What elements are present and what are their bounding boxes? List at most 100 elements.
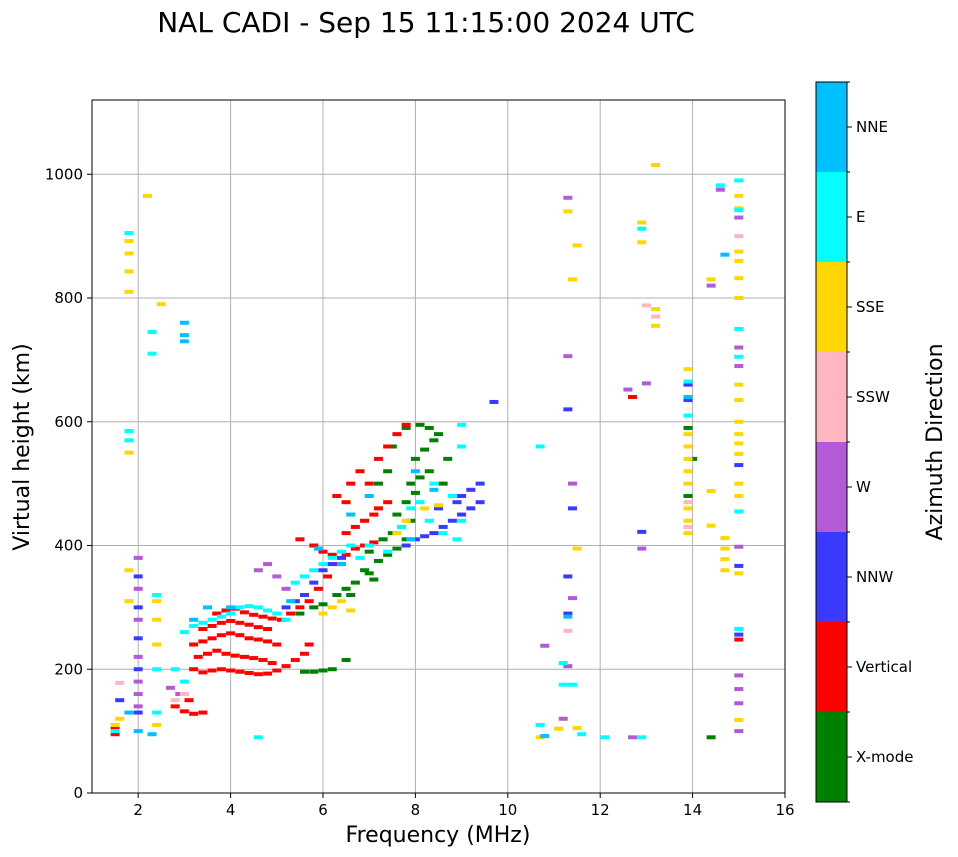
series-x-mode — [295, 422, 716, 740]
data-point — [387, 531, 397, 536]
data-point — [558, 661, 568, 666]
x-tick-label: 8 — [411, 801, 421, 819]
data-point — [475, 500, 485, 505]
colorbar-segment — [816, 82, 847, 172]
data-point — [447, 518, 457, 523]
data-point — [572, 243, 582, 248]
y-axis-ticks: 0 200 400 600 800 1000 — [45, 165, 92, 802]
data-point — [175, 692, 185, 696]
data-point — [364, 543, 374, 548]
data-point — [383, 552, 393, 557]
data-point — [203, 605, 212, 610]
data-point — [216, 614, 226, 619]
chart-title: NAL CADI - Sep 15 11:15:00 2024 UTC — [157, 6, 695, 39]
data-point — [706, 489, 716, 494]
data-point — [383, 549, 393, 554]
data-point — [438, 524, 448, 529]
data-point — [734, 193, 744, 198]
data-point — [249, 612, 259, 617]
data-point — [226, 668, 236, 673]
data-point — [558, 682, 568, 687]
data-point — [734, 481, 744, 486]
data-point — [230, 606, 240, 611]
data-point — [360, 518, 370, 523]
data-point — [457, 512, 467, 517]
colorbar-segment — [816, 352, 847, 442]
data-point — [313, 586, 323, 591]
data-point — [683, 382, 693, 387]
data-point — [318, 562, 328, 567]
data-point — [410, 469, 420, 474]
data-point — [290, 599, 300, 604]
colorbar-segment — [816, 622, 847, 712]
data-point — [327, 667, 337, 672]
colorbar-segment — [816, 532, 847, 622]
data-point — [734, 451, 744, 456]
data-point — [170, 667, 180, 672]
data-point — [489, 399, 499, 404]
data-point — [392, 432, 402, 437]
data-point — [198, 639, 208, 644]
data-point — [369, 512, 379, 517]
data-point — [734, 345, 744, 350]
data-point — [272, 668, 282, 673]
plot-points — [110, 162, 744, 740]
series-vertical — [110, 395, 744, 737]
data-point — [346, 512, 356, 517]
data-point — [226, 611, 236, 616]
data-point — [341, 552, 351, 557]
data-point — [124, 289, 134, 294]
data-point — [147, 351, 157, 356]
data-point — [350, 546, 360, 551]
data-point — [563, 209, 573, 214]
data-point — [193, 654, 203, 659]
data-point — [355, 469, 365, 474]
data-point — [457, 494, 467, 498]
data-point — [267, 616, 277, 621]
data-point — [230, 653, 240, 658]
data-point — [309, 580, 319, 585]
data-point — [401, 537, 411, 542]
data-point — [734, 544, 744, 549]
data-point — [406, 481, 416, 486]
data-point — [572, 726, 582, 731]
data-point — [295, 605, 305, 610]
data-point — [272, 574, 282, 579]
data-point — [179, 709, 189, 714]
data-point — [720, 557, 730, 562]
data-point — [734, 441, 744, 446]
data-point — [244, 622, 254, 627]
data-point — [309, 605, 319, 610]
data-point — [420, 506, 430, 511]
colorbar-frame — [815, 81, 848, 803]
data-point — [253, 568, 263, 573]
data-point — [281, 664, 291, 669]
data-point — [318, 549, 328, 554]
data-point — [683, 379, 693, 384]
data-point — [683, 494, 693, 498]
data-point — [734, 687, 744, 692]
data-point — [540, 643, 550, 648]
colorbar-segment — [816, 172, 847, 262]
data-point — [734, 208, 744, 213]
data-point — [563, 664, 573, 669]
data-point — [212, 611, 222, 616]
x-tick-label: 2 — [133, 801, 143, 819]
data-point — [637, 240, 647, 245]
data-point — [734, 729, 744, 734]
data-point — [373, 506, 383, 511]
data-point — [734, 627, 744, 632]
data-point — [415, 422, 425, 427]
data-point — [535, 444, 545, 449]
data-point — [290, 657, 300, 662]
data-point — [683, 413, 693, 418]
data-point — [734, 563, 744, 568]
data-point — [577, 732, 587, 737]
data-point — [447, 494, 457, 498]
data-point — [683, 518, 693, 523]
data-point — [133, 692, 143, 696]
data-point — [336, 555, 346, 560]
colorbar-segment — [816, 712, 847, 802]
data-point — [156, 302, 166, 307]
